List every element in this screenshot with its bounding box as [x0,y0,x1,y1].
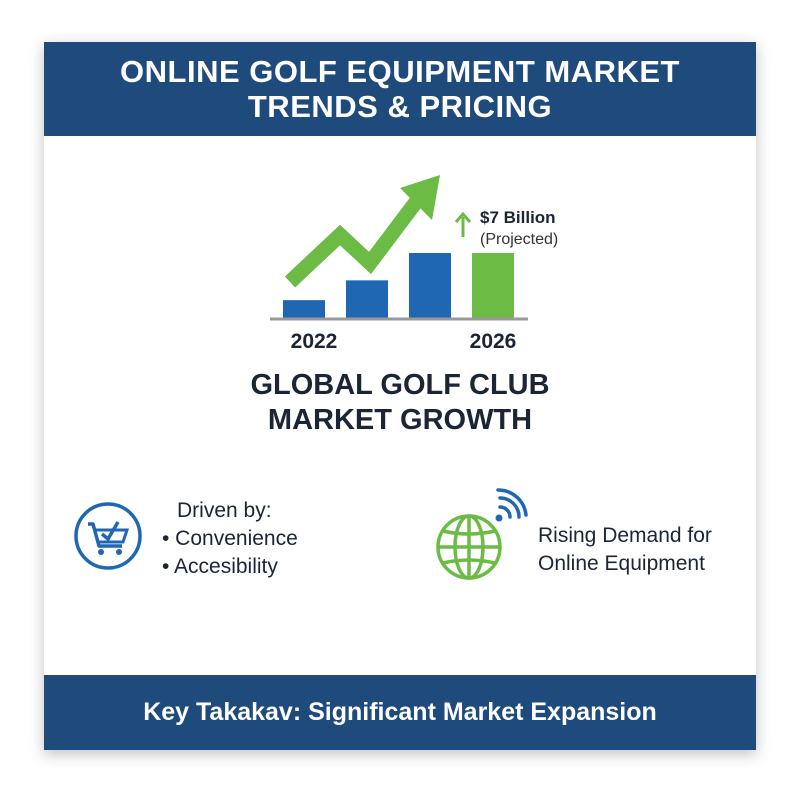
demand-line-1: Rising Demand for [538,524,712,547]
x-label-last: 2026 [470,330,517,353]
bar [283,300,325,319]
trend-arrowhead [400,175,440,220]
bar [409,253,451,319]
globe-wifi-icon [436,488,528,580]
header-banner: ONLINE GOLF EQUIPMENT MARKET TRENDS & PR… [44,42,756,136]
title-line-2: TRENDS & PRICING [247,89,553,124]
footer-banner: Key Takakav: Significant Market Expansio… [44,675,756,750]
subtitle-line-1: GLOBAL GOLF CLUB [250,369,550,401]
up-arrow-icon [454,211,472,237]
driver-bullet: • Convenience [162,527,298,550]
shopping-cart-check-icon [74,502,142,570]
subtitle-line-2: MARKET GROWTH [267,404,533,436]
annotation-note: (Projected) [480,231,558,248]
bar [346,280,388,319]
title-line-1: ONLINE GOLF EQUIPMENT MARKET [120,54,680,89]
chart-subtitle: GLOBAL GOLF CLUB MARKET GROWTH [44,368,756,438]
driver-bullet: • Accesibility [162,555,278,578]
feature-drivers: Driven by: • Convenience • Accesibility [162,497,298,581]
feature-demand: Rising Demand for Online Equipment [538,522,712,578]
annotation-value: $7 Billion [480,208,556,227]
drivers-heading: Driven by: [177,499,272,522]
bar-projected [472,253,514,319]
x-label-first: 2022 [291,330,338,353]
market-growth-chart: 2022 2026 $7 Billion (Projected) [270,175,558,353]
trend-arrow-line [284,197,422,288]
demand-line-2: Online Equipment [538,552,705,575]
infographic-card: ONLINE GOLF EQUIPMENT MARKET TRENDS & PR… [44,42,756,750]
